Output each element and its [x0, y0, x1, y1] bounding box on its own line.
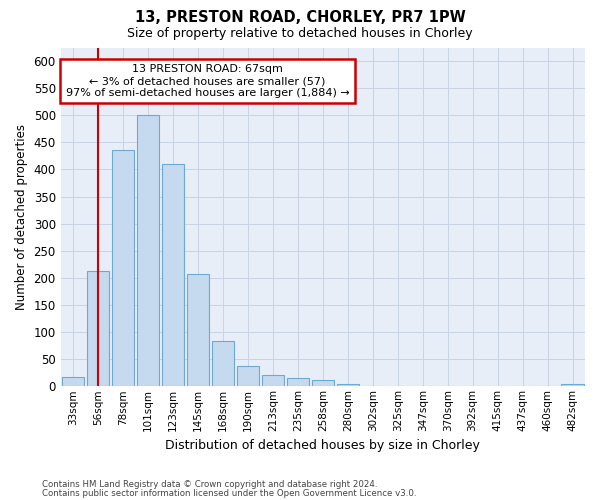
Bar [62, 376, 85, 386]
Text: 13 PRESTON ROAD: 67sqm
← 3% of detached houses are smaller (57)
97% of semi-deta: 13 PRESTON ROAD: 67sqm ← 3% of detached … [65, 64, 349, 98]
Bar [112, 150, 134, 386]
Text: 13, PRESTON ROAD, CHORLEY, PR7 1PW: 13, PRESTON ROAD, CHORLEY, PR7 1PW [134, 10, 466, 25]
Y-axis label: Number of detached properties: Number of detached properties [15, 124, 28, 310]
Bar [187, 274, 209, 386]
Bar [287, 378, 309, 386]
Bar [311, 380, 334, 386]
X-axis label: Distribution of detached houses by size in Chorley: Distribution of detached houses by size … [166, 440, 480, 452]
Text: Contains HM Land Registry data © Crown copyright and database right 2024.: Contains HM Land Registry data © Crown c… [42, 480, 377, 489]
Bar [137, 116, 159, 386]
Bar [212, 342, 234, 386]
Bar [162, 164, 184, 386]
Bar [561, 384, 584, 386]
Bar [236, 366, 259, 386]
Text: Size of property relative to detached houses in Chorley: Size of property relative to detached ho… [127, 28, 473, 40]
Bar [262, 376, 284, 386]
Text: Contains public sector information licensed under the Open Government Licence v3: Contains public sector information licen… [42, 489, 416, 498]
Bar [337, 384, 359, 386]
Bar [87, 272, 109, 386]
